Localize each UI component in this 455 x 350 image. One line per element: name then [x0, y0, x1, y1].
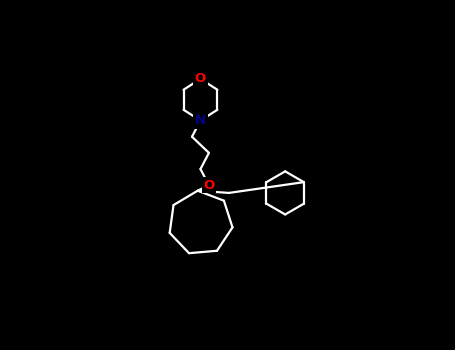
Text: O: O	[195, 72, 206, 85]
Text: N: N	[195, 114, 206, 127]
Text: O: O	[203, 179, 215, 192]
